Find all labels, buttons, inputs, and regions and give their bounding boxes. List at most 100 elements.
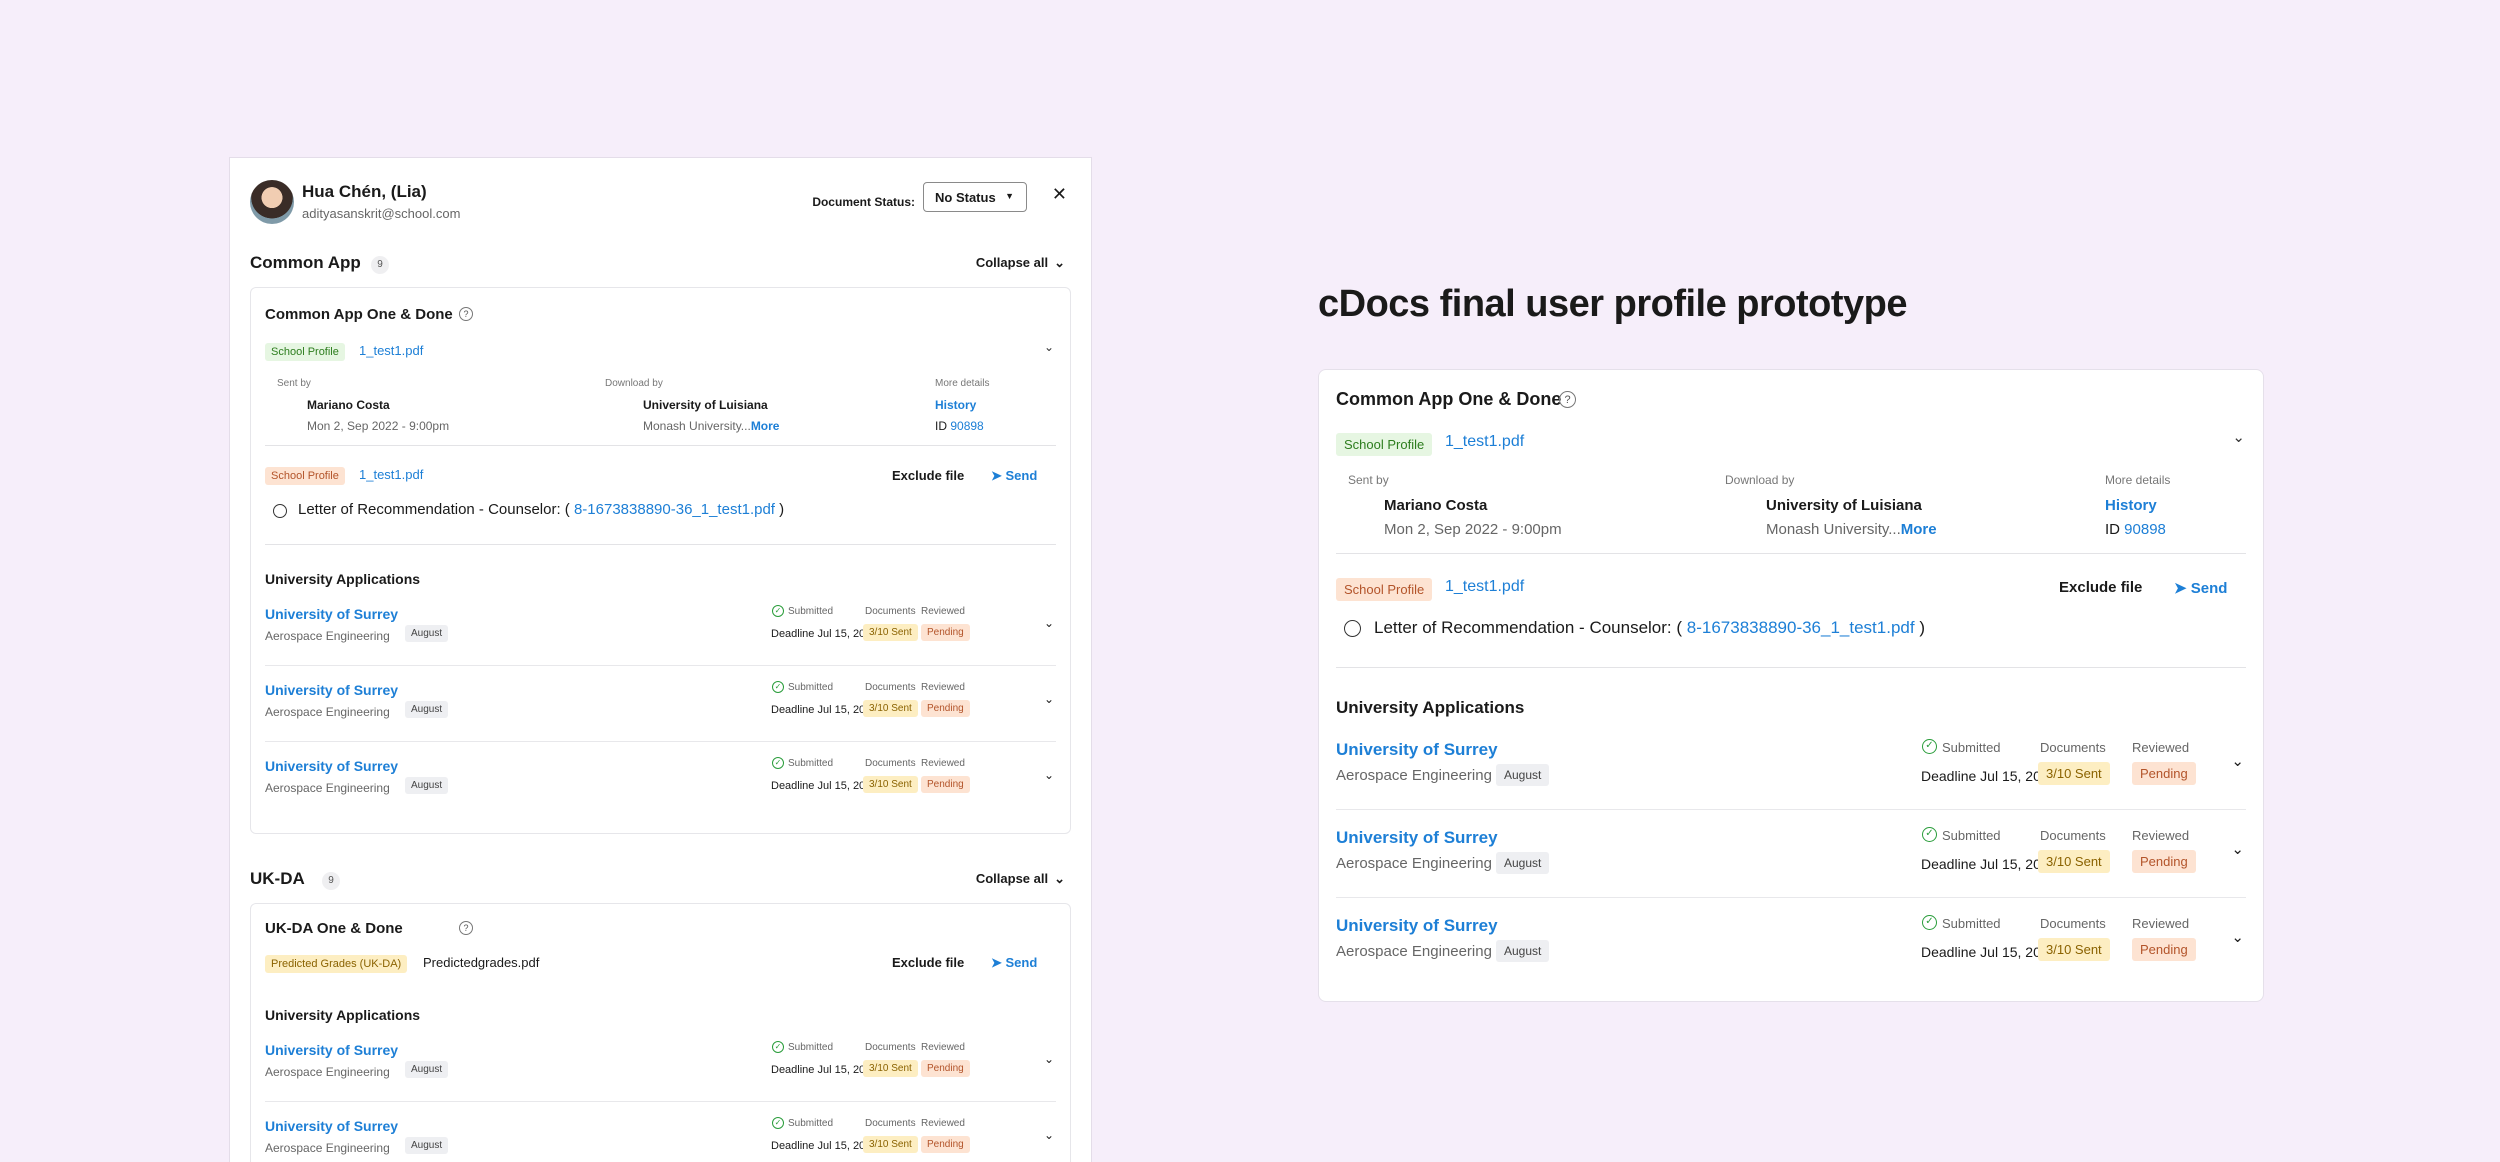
exclude-file-button[interactable]: Exclude file — [892, 955, 965, 970]
chevron-down-icon[interactable]: ⌄ — [2231, 753, 2244, 770]
recommendation-radio[interactable] — [1344, 620, 1361, 637]
rec-file-link[interactable]: 8-1673838890-36_1_test1.pdf — [1686, 618, 1915, 637]
application-row[interactable]: University of Surrey Aerospace Engineeri… — [265, 605, 1056, 682]
major: Aerospace Engineering — [1336, 855, 1492, 872]
reviewed-label: Reviewed — [921, 1118, 965, 1129]
deadline: Deadline Jul 15, 2023 — [1921, 856, 2057, 872]
document-status-select[interactable]: No Status ▼ — [923, 182, 1027, 212]
collapse-label: Collapse all — [975, 871, 1049, 886]
file-link[interactable]: 1_test1.pdf — [1445, 578, 1525, 595]
id-value[interactable]: 90898 — [2124, 521, 2166, 538]
chevron-down-icon[interactable]: ⌄ — [2232, 429, 2245, 446]
major: Aerospace Engineering — [1336, 943, 1492, 960]
download-by-label: Download by — [1725, 473, 1795, 487]
application-row[interactable]: University of Surrey Aerospace Engineeri… — [1336, 739, 2246, 816]
section-title: Common App — [250, 253, 361, 272]
chevron-down-icon[interactable]: ⌄ — [1043, 1128, 1054, 1142]
exclude-file-button[interactable]: Exclude file — [2059, 579, 2143, 596]
reviewed-badge: Pending — [2132, 850, 2196, 873]
chevron-down-icon[interactable]: ⌄ — [2231, 929, 2244, 946]
university-link[interactable]: University of Surrey — [265, 606, 399, 622]
submitted-label: Submitted — [1942, 916, 2001, 931]
intake-badge: August — [1496, 764, 1550, 786]
sent-by-label: Sent by — [1348, 473, 1389, 487]
profile-panel: Hua Chén, (Lia) adityasanskrit@school.co… — [229, 157, 1092, 1162]
download-more-line: Monash University...More — [643, 419, 779, 433]
university-link[interactable]: University of Surrey — [1336, 828, 1498, 847]
more-link[interactable]: More — [1900, 521, 1937, 538]
application-row[interactable]: University of Surrey Aerospace Engineeri… — [265, 681, 1056, 758]
more-link[interactable]: More — [750, 419, 780, 433]
send-button[interactable]: ➤ Send — [991, 955, 1037, 971]
sent-by-date: Mon 2, Sep 2022 - 9:00pm — [307, 419, 450, 433]
more-details-label: More details — [935, 378, 990, 389]
file-tag: School Profile — [265, 467, 345, 485]
exclude-file-button[interactable]: Exclude file — [892, 468, 965, 483]
deadline: Deadline Jul 15, 2023 — [1921, 768, 2057, 784]
application-row[interactable]: University of Surrey Aerospace Engineeri… — [1336, 915, 2246, 992]
section-count-badge: 9 — [371, 256, 389, 274]
history-link[interactable]: History — [935, 398, 977, 412]
send-button[interactable]: ➤ Send — [991, 468, 1037, 484]
divider — [265, 544, 1056, 545]
intake-badge: August — [405, 777, 449, 794]
reviewed-label: Reviewed — [921, 758, 965, 769]
recommendation-radio[interactable] — [273, 504, 287, 518]
status-value: No Status — [935, 190, 996, 205]
row-divider — [265, 1101, 1056, 1102]
documents-label: Documents — [865, 1042, 916, 1053]
chevron-down-icon[interactable]: ⌄ — [2231, 841, 2244, 858]
university-link[interactable]: University of Surrey — [265, 1118, 399, 1134]
file-name[interactable]: Predictedgrades.pdf — [423, 955, 540, 970]
help-icon[interactable]: ? — [459, 921, 473, 935]
documents-badge: 3/10 Sent — [2038, 938, 2110, 961]
file-tag: School Profile — [1336, 578, 1433, 601]
application-row[interactable]: University of Surrey Aerospace Engineeri… — [265, 1117, 1056, 1162]
id-value[interactable]: 90898 — [950, 419, 984, 433]
reviewed-label: Reviewed — [921, 606, 965, 617]
download-by-label: Download by — [605, 378, 663, 389]
reviewed-badge: Pending — [2132, 938, 2196, 961]
chevron-down-icon[interactable]: ⌄ — [1043, 768, 1054, 782]
application-row[interactable]: University of Surrey Aerospace Engineeri… — [1336, 827, 2246, 904]
reviewed-label: Reviewed — [2132, 828, 2190, 843]
documents-label: Documents — [865, 606, 916, 617]
submitted-label: Submitted — [788, 758, 834, 769]
file-link[interactable]: 1_test1.pdf — [1445, 433, 1525, 450]
send-icon: ➤ — [2174, 580, 2191, 597]
chevron-down-icon[interactable]: ⌄ — [1043, 692, 1054, 706]
section-header-common-app: Common App 9 Collapse all ⌄ — [250, 253, 1071, 277]
collapse-all-button[interactable]: Collapse all ⌄ — [976, 871, 1065, 887]
file-link[interactable]: 1_test1.pdf — [359, 343, 424, 358]
user-name: Hua Chén, (Lia) — [302, 182, 427, 201]
application-row[interactable]: University of Surrey Aerospace Engineeri… — [265, 1041, 1056, 1118]
documents-label: Documents — [2040, 828, 2106, 843]
documents-badge: 3/10 Sent — [863, 700, 918, 717]
reviewed-label: Reviewed — [921, 1042, 965, 1053]
university-link[interactable]: University of Surrey — [265, 682, 399, 698]
chevron-down-icon[interactable]: ⌄ — [1043, 616, 1054, 630]
university-link[interactable]: University of Surrey — [265, 1042, 399, 1058]
divider — [265, 445, 1056, 446]
file-link[interactable]: 1_test1.pdf — [359, 467, 424, 482]
deadline: Deadline Jul 15, 2023 — [771, 704, 878, 716]
help-icon[interactable]: ? — [1559, 391, 1576, 408]
university-link[interactable]: University of Surrey — [265, 758, 399, 774]
university-link[interactable]: University of Surrey — [1336, 740, 1498, 759]
rec-suffix: ) — [779, 501, 785, 518]
documents-label: Documents — [2040, 916, 2106, 931]
chevron-down-icon[interactable]: ⌄ — [1043, 1052, 1054, 1066]
documents-label: Documents — [865, 1118, 916, 1129]
history-link[interactable]: History — [2105, 497, 2157, 514]
submitted-label: Submitted — [1942, 740, 2001, 755]
chevron-down-icon[interactable]: ⌄ — [1043, 340, 1054, 354]
application-row[interactable]: University of Surrey Aerospace Engineeri… — [265, 757, 1056, 834]
close-icon[interactable]: ✕ — [1051, 184, 1067, 204]
collapse-all-button[interactable]: Collapse all ⌄ — [976, 255, 1065, 271]
send-button[interactable]: ➤ Send — [2174, 579, 2227, 597]
rec-file-link[interactable]: 8-1673838890-36_1_test1.pdf — [573, 501, 775, 518]
help-icon[interactable]: ? — [459, 307, 473, 321]
documents-badge: 3/10 Sent — [863, 1136, 918, 1153]
major: Aerospace Engineering — [265, 781, 390, 795]
university-link[interactable]: University of Surrey — [1336, 916, 1498, 935]
